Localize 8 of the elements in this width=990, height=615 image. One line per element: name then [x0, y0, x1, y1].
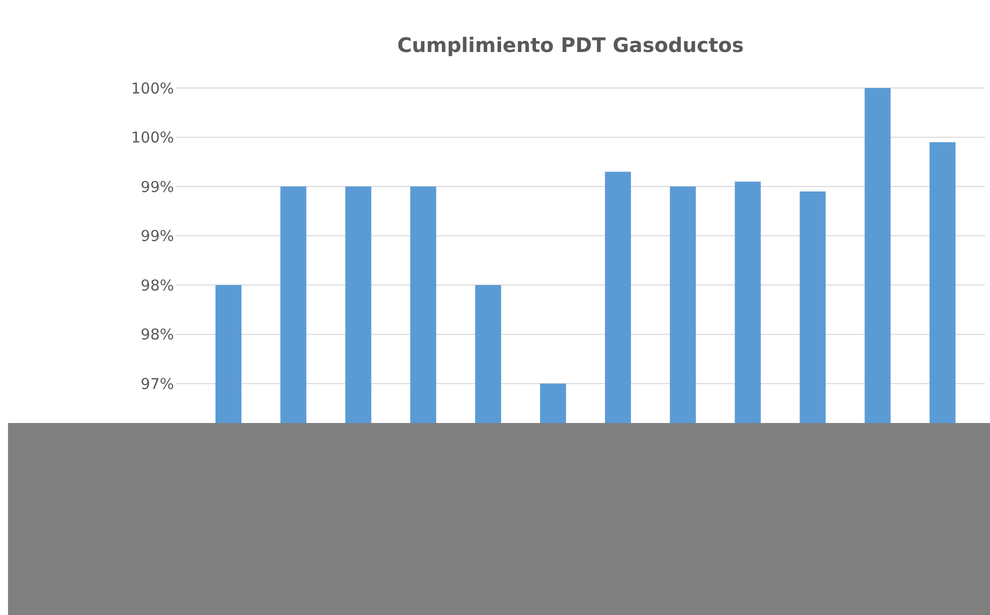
y-tick-label: 97% [140, 374, 174, 393]
y-tick-label: 99% [140, 178, 174, 196]
y-tick-label: 100% [131, 128, 174, 147]
y-tick-label: 98% [140, 326, 174, 344]
y-tick-label: 99% [140, 227, 174, 246]
y-tick-label: 100% [131, 79, 174, 98]
y-tick-label: 98% [140, 276, 174, 294]
chart-title: Cumplimiento PDT Gasoductos [397, 33, 744, 57]
